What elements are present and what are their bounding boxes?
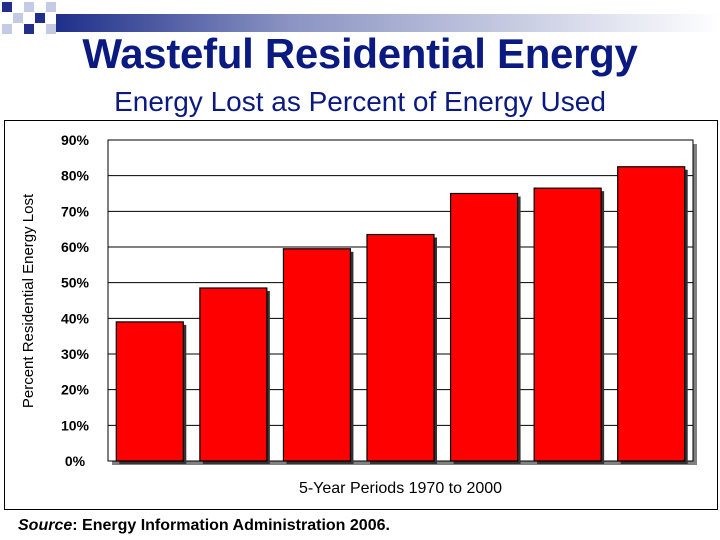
y-tick-label: 90%	[61, 132, 90, 148]
slide-subtitle: Energy Lost as Percent of Energy Used	[114, 86, 606, 117]
y-tick-label: 30%	[61, 346, 90, 362]
y-tick-label: 60%	[61, 239, 90, 255]
bar	[199, 287, 268, 462]
chart-frame: 0% 10% 20% 30% 40% 50% 60% 70% 80% 90% 5-Year Peri…	[4, 120, 718, 510]
bar	[366, 233, 435, 462]
bar	[617, 166, 686, 462]
y-tick-label: 80%	[61, 168, 90, 184]
y-axis-label: Percent Residential Energy Lost	[20, 193, 37, 408]
decorative-header-pattern	[2, 2, 720, 34]
source-note: Source: Energy Information Administratio…	[18, 517, 390, 535]
y-tick-label: 20%	[61, 382, 90, 398]
y-tick-label: 40%	[61, 310, 90, 326]
bar-chart: 0% 10% 20% 30% 40% 50% 60% 70% 80% 90% 5-Year Peri…	[20, 132, 697, 497]
x-axis-label: 5-Year Periods 1970 to 2000	[299, 480, 502, 497]
source-text: : Energy Information Administration 2006…	[72, 517, 390, 534]
bar	[282, 248, 352, 462]
bar	[533, 187, 602, 462]
source-label: Source	[18, 517, 73, 534]
y-tick-label: 10%	[61, 417, 90, 433]
bar	[449, 192, 519, 462]
slide-title: Wasteful Residential Energy	[82, 30, 638, 77]
y-tick-label: 50%	[61, 275, 90, 291]
bar	[115, 321, 184, 462]
y-tick-label: 70%	[61, 203, 90, 219]
y-tick-label: 0%	[65, 453, 86, 469]
